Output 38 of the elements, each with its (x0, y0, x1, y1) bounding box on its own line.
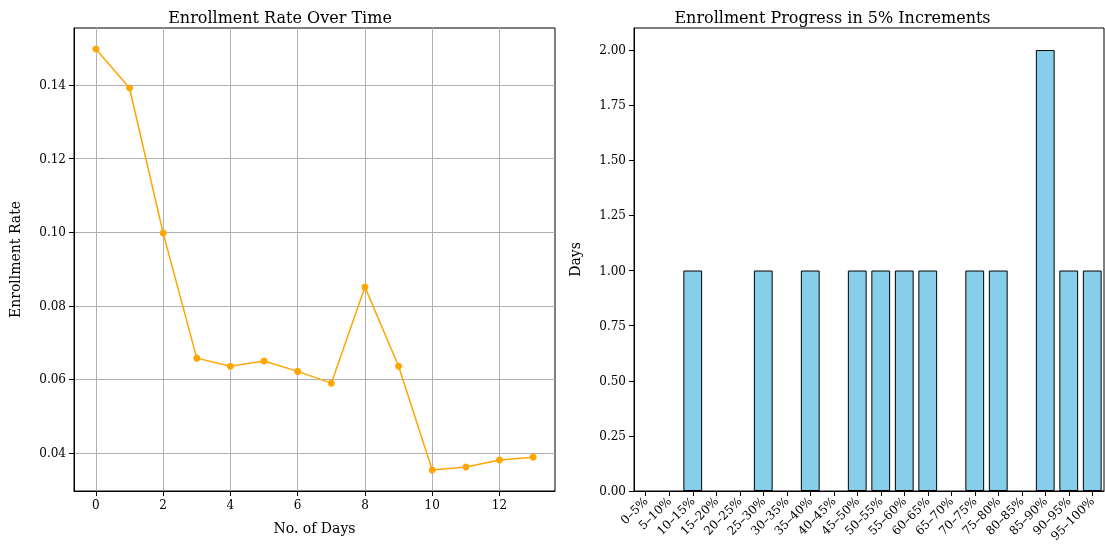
y-tick-label: 0.08 (39, 298, 66, 313)
x-tick-label: 2 (159, 498, 167, 512)
point (294, 367, 302, 375)
y-axis-title: Days (567, 242, 583, 277)
x-tick-label: 6 (293, 498, 302, 512)
y-tick-label: 0.12 (39, 151, 66, 166)
y-tick-label: 0.50 (599, 373, 626, 388)
y-tick-label: 1.75 (599, 98, 626, 113)
y-tick-label: 0.06 (39, 372, 66, 387)
y-tick-label: 0.00 (599, 484, 626, 498)
y-tick-label: 2.00 (599, 43, 626, 58)
x-axis-title: No. of Days (273, 520, 356, 536)
y-tick-label: 0.10 (39, 225, 66, 240)
y-tick-label: 1.00 (599, 263, 626, 278)
chart-title: Enrollment Progress in 5% Increments (674, 7, 991, 27)
y-tick-label: 1.50 (599, 153, 626, 168)
y-tick-label: 0.25 (599, 428, 626, 443)
y-axis-title: Enrollment Rate (7, 200, 23, 319)
point (395, 362, 403, 370)
y-tick-label: 0.14 (39, 78, 67, 93)
point (496, 456, 503, 464)
x-tick-label: 10 (424, 498, 440, 512)
point (193, 354, 201, 362)
x-tick-label: 4 (226, 498, 235, 512)
point (462, 463, 470, 471)
point (529, 453, 537, 461)
x-tick-label: 8 (361, 498, 369, 512)
point (226, 362, 234, 370)
x-tick-label: 0 (92, 498, 100, 512)
x-tick-label: 12 (491, 498, 508, 512)
chart-title: Enrollment Rate Over Time (168, 7, 392, 27)
point (126, 84, 133, 92)
y-tick-label: 0.75 (599, 318, 626, 333)
y-tick-label: 0.04 (39, 446, 67, 461)
point (327, 379, 335, 387)
point (92, 45, 100, 53)
point (428, 466, 436, 474)
y-tick-label: 1.25 (599, 208, 626, 223)
